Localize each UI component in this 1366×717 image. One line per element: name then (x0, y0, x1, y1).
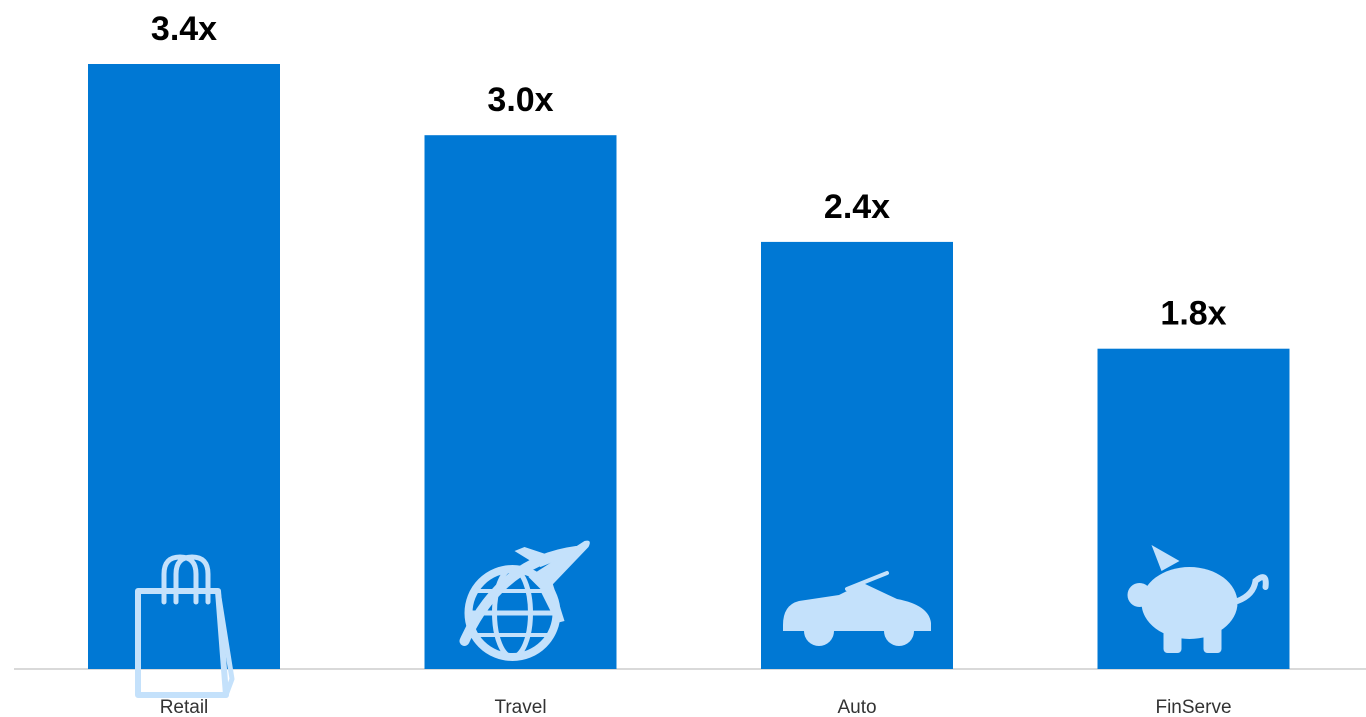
category-label-finserve: FinServe (1155, 697, 1231, 717)
value-label-travel: 3.0x (487, 81, 553, 119)
category-label-retail: Retail (160, 697, 209, 717)
bar-retail (88, 64, 280, 669)
category-label-auto: Auto (837, 697, 876, 717)
value-label-auto: 2.4x (824, 188, 890, 226)
category-label-travel: Travel (494, 697, 546, 717)
bar-travel (424, 135, 617, 669)
value-label-retail: 3.4x (151, 10, 217, 48)
value-label-finserve: 1.8x (1160, 295, 1226, 333)
